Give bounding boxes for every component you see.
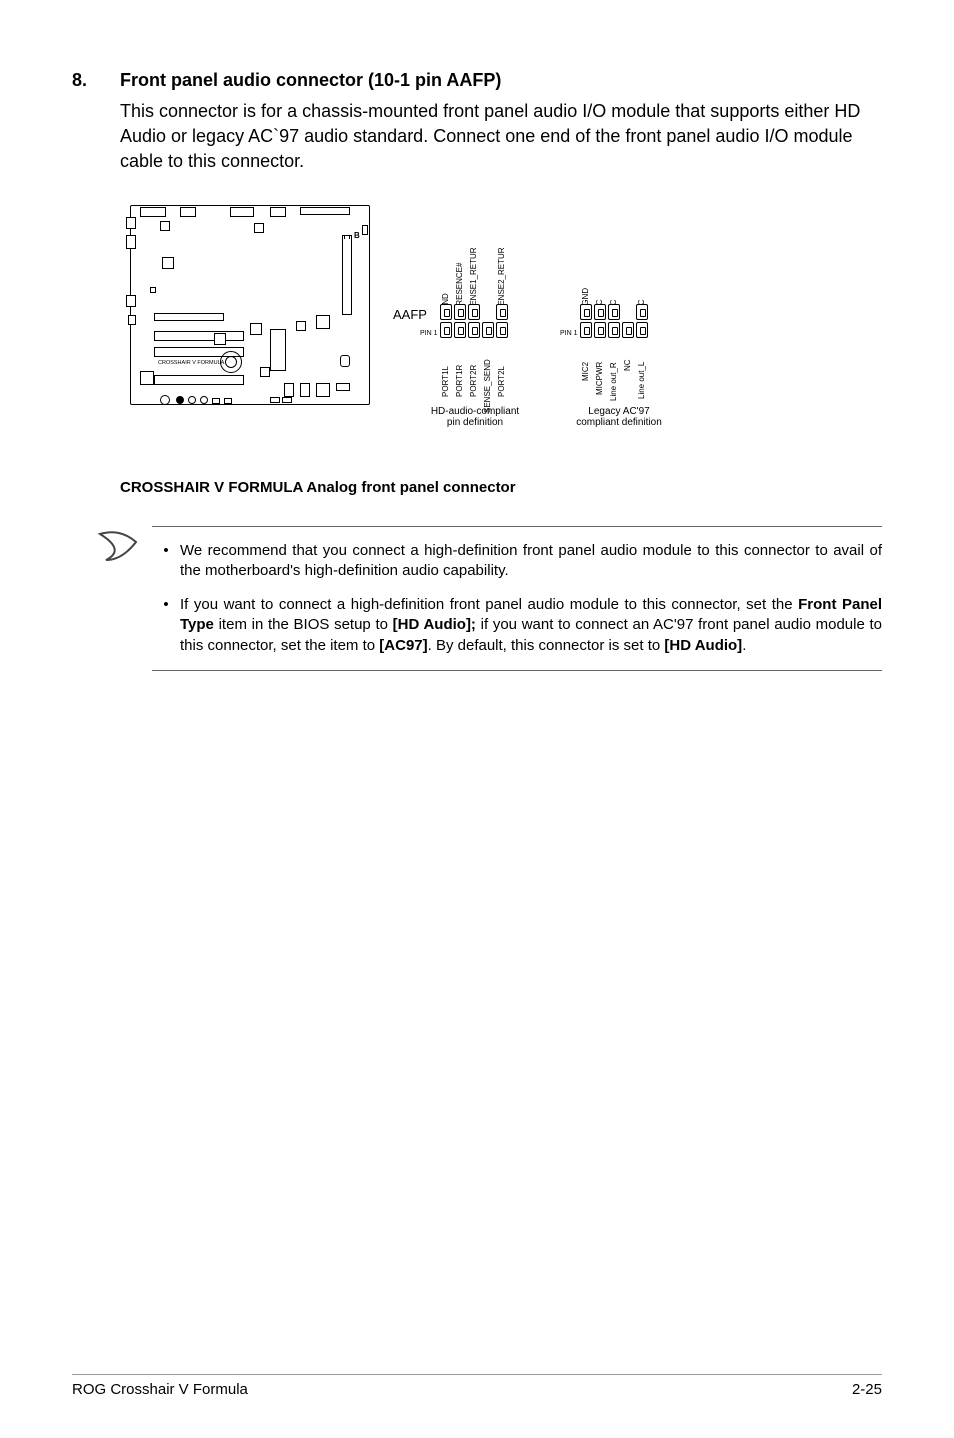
diagram-caption: CROSSHAIR V FORMULA Analog front panel c… bbox=[120, 479, 882, 496]
note-block: • We recommend that you connect a high-d… bbox=[96, 526, 882, 671]
section-number: 8. bbox=[72, 70, 120, 91]
page-footer: ROG Crosshair V Formula 2-25 bbox=[72, 1374, 882, 1398]
footer-right: 2-25 bbox=[852, 1381, 882, 1398]
section-title: Front panel audio connector (10-1 pin AA… bbox=[120, 70, 501, 91]
note-icon bbox=[96, 526, 152, 671]
diagram: B bbox=[120, 195, 882, 496]
connector-marker: B bbox=[354, 231, 360, 240]
aafp-label: AAFP bbox=[393, 307, 427, 322]
section-body: This connector is for a chassis-mounted … bbox=[120, 99, 882, 175]
mobo-label: CROSSHAIR V FORMULA bbox=[158, 360, 224, 366]
footer-left: ROG Crosshair V Formula bbox=[72, 1381, 248, 1398]
note-item: • If you want to connect a high-definiti… bbox=[152, 595, 882, 656]
motherboard-schematic: B bbox=[120, 195, 380, 415]
note-item: • We recommend that you connect a high-d… bbox=[152, 541, 882, 582]
